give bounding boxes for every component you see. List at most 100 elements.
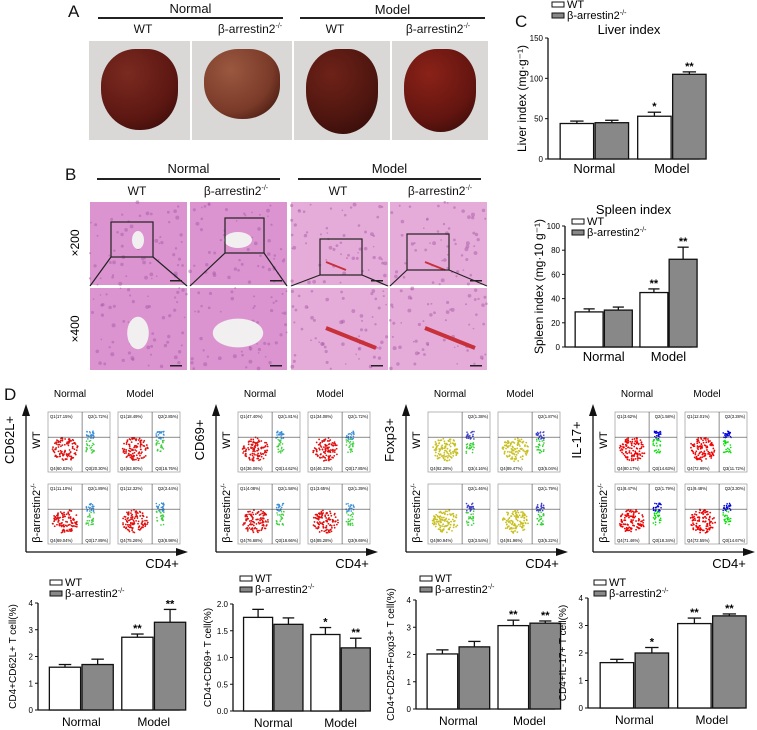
nucleus xyxy=(108,346,111,349)
event-dot xyxy=(143,439,146,442)
event-dot xyxy=(265,441,268,444)
nucleus xyxy=(292,245,297,250)
nucleus xyxy=(455,275,458,278)
nucleus xyxy=(282,258,286,261)
nucleus xyxy=(269,308,274,313)
nucleus xyxy=(127,321,130,324)
genotype-sup: -/- xyxy=(275,23,283,30)
histology-image xyxy=(88,200,187,286)
event-dot xyxy=(137,522,139,525)
flow-plot: Q1(47.40%) Q2(1.81%)Q4(36.06%) Q3(14.62%) xyxy=(237,411,301,473)
nucleus xyxy=(248,359,253,364)
nucleus xyxy=(120,262,124,267)
event-dot xyxy=(64,438,67,440)
nucleus xyxy=(305,242,308,245)
liver-photo xyxy=(89,41,190,140)
nucleus xyxy=(400,322,403,324)
event-dot xyxy=(247,446,249,449)
event-dot xyxy=(65,454,68,457)
event-dot xyxy=(256,455,259,458)
nucleus xyxy=(440,278,445,283)
nucleus xyxy=(127,351,132,355)
event-dot xyxy=(252,448,255,451)
flow-plot: Q1(17.15%) Q2(1.72%) Q4(60.83%) Q3(20.30%) xyxy=(47,411,111,473)
event-dot xyxy=(156,520,159,522)
event-dot xyxy=(68,509,71,512)
event-dot xyxy=(155,502,158,505)
event-dot xyxy=(61,444,64,447)
nucleus xyxy=(91,311,94,314)
event-dot xyxy=(160,524,162,526)
event-dot xyxy=(76,446,79,449)
y-tick-label: 80 xyxy=(551,246,560,255)
bar-ko xyxy=(340,647,371,712)
event-dot xyxy=(90,509,93,512)
event-dot xyxy=(124,516,127,518)
nucleus xyxy=(413,362,417,366)
event-dot xyxy=(57,443,60,446)
legend-label: β-arrestin2-/- xyxy=(567,10,627,22)
event-dot xyxy=(60,450,63,453)
event-dot xyxy=(257,448,260,451)
event-dot xyxy=(54,515,57,518)
nucleus xyxy=(176,290,180,294)
event-dot xyxy=(125,443,128,445)
bar-wt xyxy=(637,115,672,160)
nucleus xyxy=(258,213,261,216)
nucleus xyxy=(96,234,99,237)
event-dot xyxy=(155,442,158,445)
event-dot xyxy=(63,511,65,514)
nucleus xyxy=(105,293,108,296)
y-tick-label: 2 xyxy=(579,649,584,658)
event-dot xyxy=(63,531,66,533)
nucleus xyxy=(294,308,298,312)
bar-chart: 0 1 2 3 4 CD4+CD62L+ T cell(%) Normal Model ** **… xyxy=(8,577,187,729)
nucleus xyxy=(279,333,283,337)
event-dot xyxy=(69,451,72,453)
nucleus xyxy=(243,212,246,215)
event-dot xyxy=(249,453,252,456)
event-dot xyxy=(161,514,164,516)
event-dot xyxy=(141,517,143,520)
nucleus xyxy=(358,335,361,338)
event-dot xyxy=(57,446,60,448)
nucleus xyxy=(383,261,388,266)
event-dot xyxy=(86,510,88,512)
event-dot xyxy=(87,438,89,440)
flow-cytometry-panels: CD62L+CD4+Normal ModelWTβ-arrestin2-/-Q1(… xyxy=(2,389,755,570)
nucleus xyxy=(446,266,449,269)
nucleus xyxy=(391,306,394,309)
nucleus xyxy=(232,354,237,359)
event-dot xyxy=(53,520,56,523)
bar-wt xyxy=(242,616,274,712)
event-dot xyxy=(89,516,91,518)
event-dot xyxy=(69,517,72,520)
x-category-label: Normal xyxy=(573,161,615,176)
nucleus xyxy=(90,221,92,224)
nucleus xyxy=(444,319,447,322)
event-dot xyxy=(92,519,94,522)
event-dot xyxy=(57,519,60,522)
nucleus xyxy=(378,204,382,209)
event-dot xyxy=(91,521,93,524)
flow-plot: Q1(12.32%) Q2(3.44%) Q4(75.26%) Q3(8.98%) xyxy=(117,483,181,545)
event-dot xyxy=(139,441,142,444)
bar-ko xyxy=(594,122,630,160)
nucleus xyxy=(199,228,204,232)
nucleus xyxy=(374,323,377,326)
y-tick-label: 3 xyxy=(407,623,412,632)
nucleus xyxy=(112,260,116,265)
event-dot xyxy=(135,445,138,448)
nucleus xyxy=(399,289,403,293)
event-dot xyxy=(245,448,248,451)
event-dot xyxy=(141,451,143,453)
nucleus xyxy=(464,303,468,306)
histology-image xyxy=(290,288,389,370)
nucleus xyxy=(371,316,374,318)
nucleus xyxy=(289,203,294,208)
event-dot xyxy=(259,458,262,461)
nucleus xyxy=(113,249,116,252)
event-dot xyxy=(133,522,136,525)
genotype-wt: WT xyxy=(275,22,395,36)
event-dot xyxy=(139,444,142,447)
